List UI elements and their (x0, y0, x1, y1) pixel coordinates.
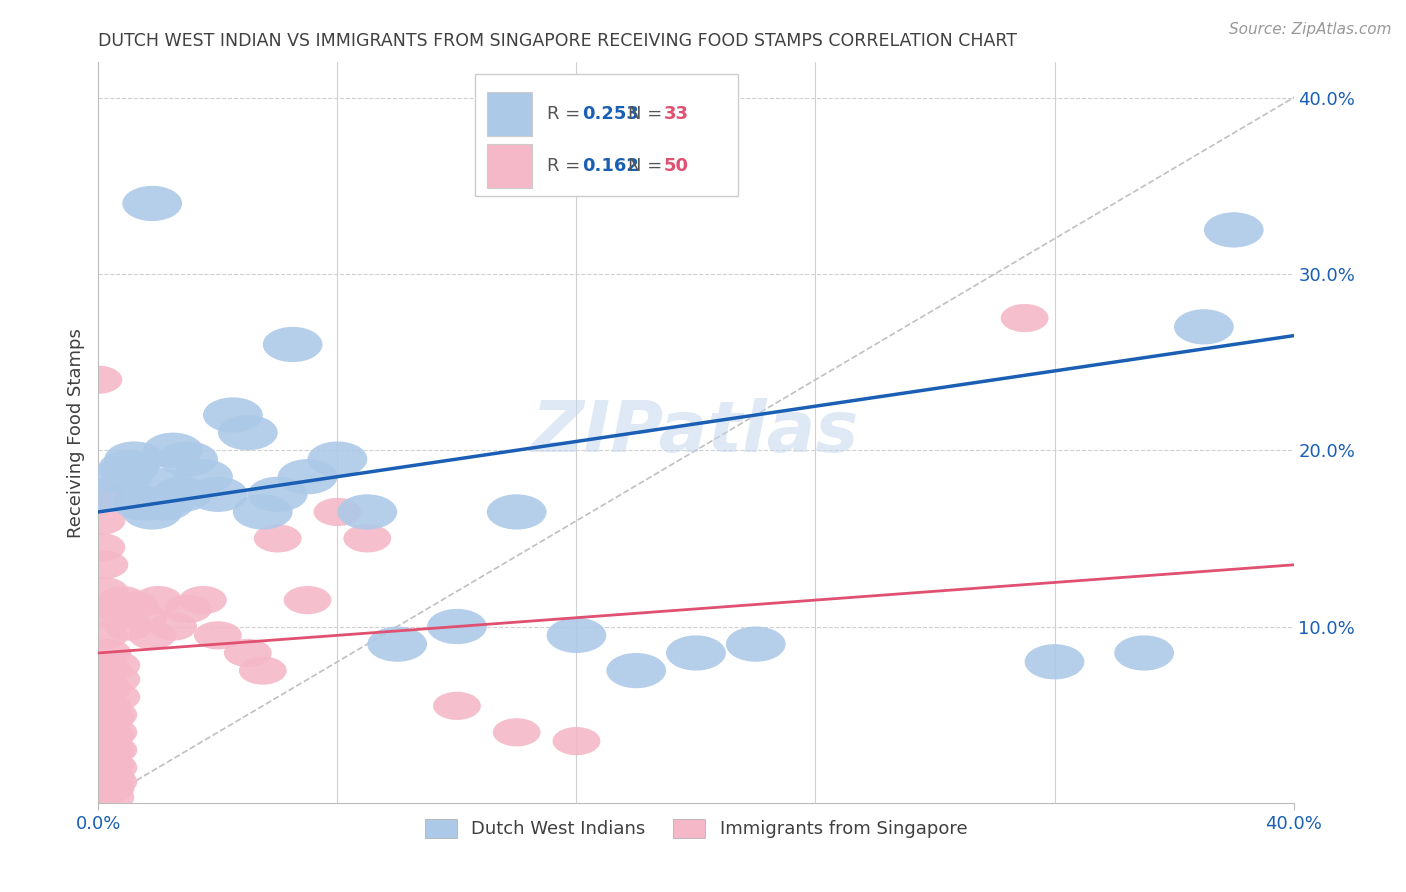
Circle shape (233, 494, 292, 530)
Circle shape (553, 727, 600, 756)
Circle shape (149, 613, 197, 640)
Circle shape (90, 736, 138, 764)
Circle shape (80, 550, 128, 579)
Circle shape (165, 595, 212, 623)
Circle shape (120, 604, 167, 632)
Circle shape (83, 657, 131, 685)
Circle shape (194, 621, 242, 649)
Circle shape (90, 767, 138, 796)
Circle shape (80, 577, 128, 606)
Circle shape (1115, 635, 1174, 671)
FancyBboxPatch shape (475, 73, 738, 195)
Circle shape (104, 613, 152, 640)
Circle shape (135, 485, 194, 521)
Circle shape (98, 586, 146, 615)
Circle shape (75, 366, 122, 394)
Circle shape (725, 626, 786, 662)
Circle shape (80, 599, 128, 626)
Circle shape (135, 586, 183, 615)
Circle shape (367, 626, 427, 662)
Circle shape (239, 657, 287, 685)
Circle shape (87, 763, 135, 790)
Circle shape (152, 476, 212, 512)
Text: N =: N = (628, 157, 668, 175)
Text: ZIPatlas: ZIPatlas (533, 398, 859, 467)
Circle shape (90, 700, 138, 729)
Circle shape (111, 591, 159, 619)
Circle shape (77, 480, 125, 508)
Circle shape (96, 595, 143, 623)
Circle shape (188, 476, 247, 512)
Circle shape (101, 599, 149, 626)
Text: Source: ZipAtlas.com: Source: ZipAtlas.com (1229, 22, 1392, 37)
FancyBboxPatch shape (486, 92, 533, 136)
Circle shape (1001, 304, 1049, 332)
Circle shape (1174, 310, 1234, 344)
Circle shape (308, 442, 367, 476)
Circle shape (143, 433, 202, 468)
Circle shape (433, 692, 481, 720)
Circle shape (93, 651, 141, 680)
Circle shape (122, 494, 183, 530)
Circle shape (179, 586, 226, 615)
Text: 0.253: 0.253 (582, 105, 640, 123)
Circle shape (93, 683, 141, 711)
Circle shape (87, 783, 135, 812)
Circle shape (87, 750, 135, 778)
Circle shape (159, 442, 218, 476)
Circle shape (90, 718, 138, 747)
Circle shape (83, 674, 131, 702)
Circle shape (128, 621, 176, 649)
Circle shape (314, 498, 361, 526)
Circle shape (606, 653, 666, 689)
Circle shape (337, 494, 398, 530)
Text: 0.162: 0.162 (582, 157, 640, 175)
Text: R =: R = (547, 157, 585, 175)
Text: R =: R = (547, 105, 585, 123)
FancyBboxPatch shape (486, 144, 533, 188)
Circle shape (83, 639, 131, 667)
Circle shape (263, 326, 322, 362)
Circle shape (494, 718, 541, 747)
Circle shape (77, 507, 125, 535)
Circle shape (1204, 212, 1264, 247)
Circle shape (98, 450, 159, 485)
Circle shape (427, 609, 486, 644)
Circle shape (122, 186, 183, 221)
Circle shape (77, 533, 125, 561)
Legend: Dutch West Indians, Immigrants from Singapore: Dutch West Indians, Immigrants from Sing… (418, 812, 974, 846)
Circle shape (83, 692, 131, 720)
Circle shape (202, 397, 263, 433)
Text: DUTCH WEST INDIAN VS IMMIGRANTS FROM SINGAPORE RECEIVING FOOD STAMPS CORRELATION: DUTCH WEST INDIAN VS IMMIGRANTS FROM SIN… (98, 32, 1018, 50)
Circle shape (247, 476, 308, 512)
Circle shape (278, 459, 337, 494)
Circle shape (80, 621, 128, 649)
Circle shape (224, 639, 271, 667)
Circle shape (83, 476, 143, 512)
Circle shape (666, 635, 725, 671)
Text: 50: 50 (664, 157, 689, 175)
Circle shape (87, 736, 135, 764)
Circle shape (173, 459, 233, 494)
Text: N =: N = (628, 105, 668, 123)
Circle shape (104, 442, 165, 476)
Circle shape (87, 704, 135, 732)
Circle shape (128, 468, 188, 503)
Circle shape (547, 618, 606, 653)
Circle shape (93, 665, 141, 693)
Circle shape (90, 754, 138, 781)
Circle shape (87, 774, 135, 803)
Circle shape (87, 722, 135, 750)
Circle shape (343, 524, 391, 552)
Y-axis label: Receiving Food Stamps: Receiving Food Stamps (66, 327, 84, 538)
Circle shape (254, 524, 302, 552)
Circle shape (114, 485, 173, 521)
Circle shape (1025, 644, 1084, 680)
Circle shape (284, 586, 332, 615)
Circle shape (93, 459, 152, 494)
Circle shape (486, 494, 547, 530)
Text: 33: 33 (664, 105, 689, 123)
Circle shape (218, 415, 278, 450)
